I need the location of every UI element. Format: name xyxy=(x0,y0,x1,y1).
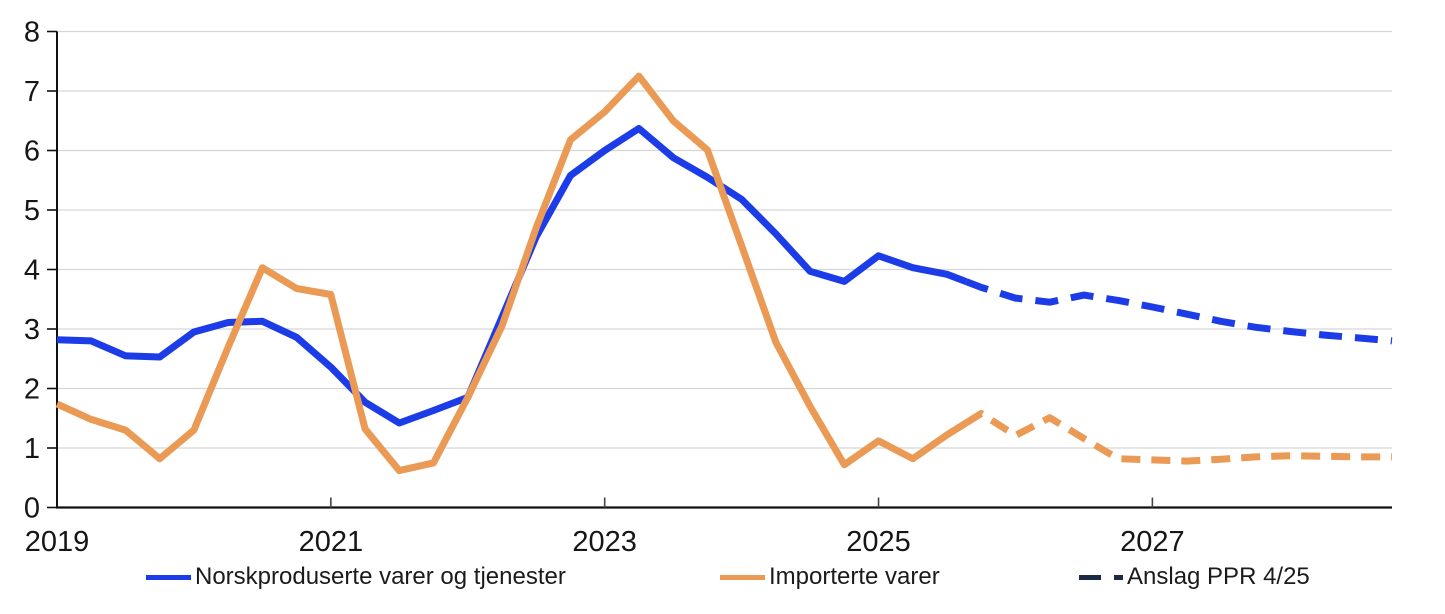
series-line-0-forecast xyxy=(964,278,1393,345)
y-axis-label-5: 5 xyxy=(24,195,40,227)
x-axis-label-2025: 2025 xyxy=(846,526,911,558)
series-line-0-actual xyxy=(56,125,968,427)
y-axis-label-7: 7 xyxy=(24,76,40,108)
y-axis-label-4: 4 xyxy=(24,255,40,287)
x-axis-label-2019: 2019 xyxy=(25,526,90,558)
series-line-1-actual xyxy=(55,72,969,475)
y-axis-label-3: 3 xyxy=(24,314,40,346)
y-axis-label-8: 8 xyxy=(24,17,40,49)
y-axis-label-1: 1 xyxy=(24,433,40,465)
x-axis-label-2021: 2021 xyxy=(299,526,364,558)
y-axis-label-2: 2 xyxy=(24,374,40,406)
series-line-1-forecast xyxy=(964,410,1392,465)
y-axis-label-6: 6 xyxy=(24,136,40,168)
y-axis-label-0: 0 xyxy=(24,493,40,525)
x-axis-label-2023: 2023 xyxy=(572,526,637,558)
x-axis-label-2027: 2027 xyxy=(1120,526,1185,558)
